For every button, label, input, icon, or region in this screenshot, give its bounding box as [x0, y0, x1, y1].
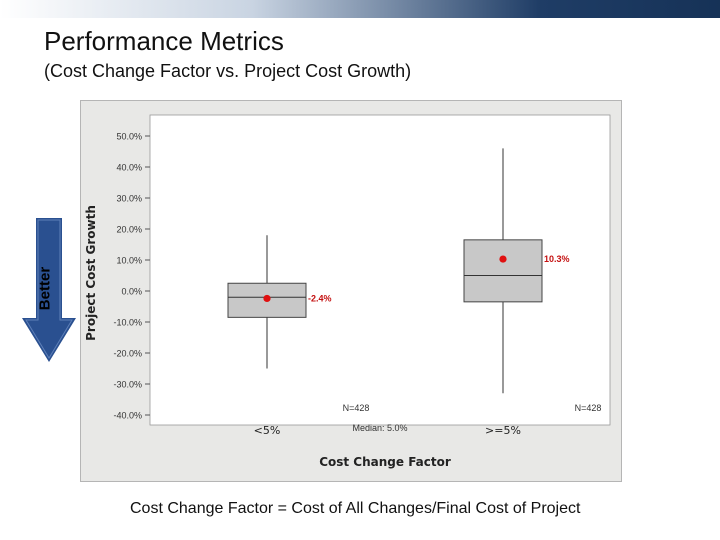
mean-label: -2.4%: [308, 293, 332, 303]
header-band: [0, 0, 720, 18]
y-tick-label: -10.0%: [113, 318, 142, 328]
y-tick-label: 0.0%: [121, 287, 142, 297]
x-tick-label: >=5%: [485, 424, 521, 437]
box: [463, 239, 543, 303]
mean-label: 10.3%: [544, 254, 570, 264]
page-subtitle: (Cost Change Factor vs. Project Cost Gro…: [44, 61, 412, 81]
mean-marker: [499, 255, 507, 263]
y-tick-label: 20.0%: [116, 225, 142, 235]
y-axis-label: Project Cost Growth: [84, 205, 98, 341]
x-axis-label: Cost Change Factor: [319, 455, 451, 469]
y-tick-label: -20.0%: [113, 349, 142, 359]
x-tick-label: <5%: [254, 424, 281, 437]
y-tick-label: 40.0%: [116, 163, 142, 173]
y-tick-label: -40.0%: [113, 411, 142, 421]
mean-marker: [263, 294, 271, 303]
median-annotation: Median: 5.0%: [352, 423, 407, 433]
n-label: N=428: [343, 403, 370, 413]
n-label: N=428: [575, 403, 602, 413]
better-arrow-icon: [22, 218, 76, 362]
y-tick-label: 50.0%: [116, 132, 142, 142]
y-tick-label: 30.0%: [116, 194, 142, 204]
footnote: Cost Change Factor = Cost of All Changes…: [130, 500, 581, 517]
page-title: Performance Metrics: [44, 26, 284, 56]
y-tick-label: 10.0%: [116, 256, 142, 266]
y-tick-label: -30.0%: [113, 380, 142, 390]
